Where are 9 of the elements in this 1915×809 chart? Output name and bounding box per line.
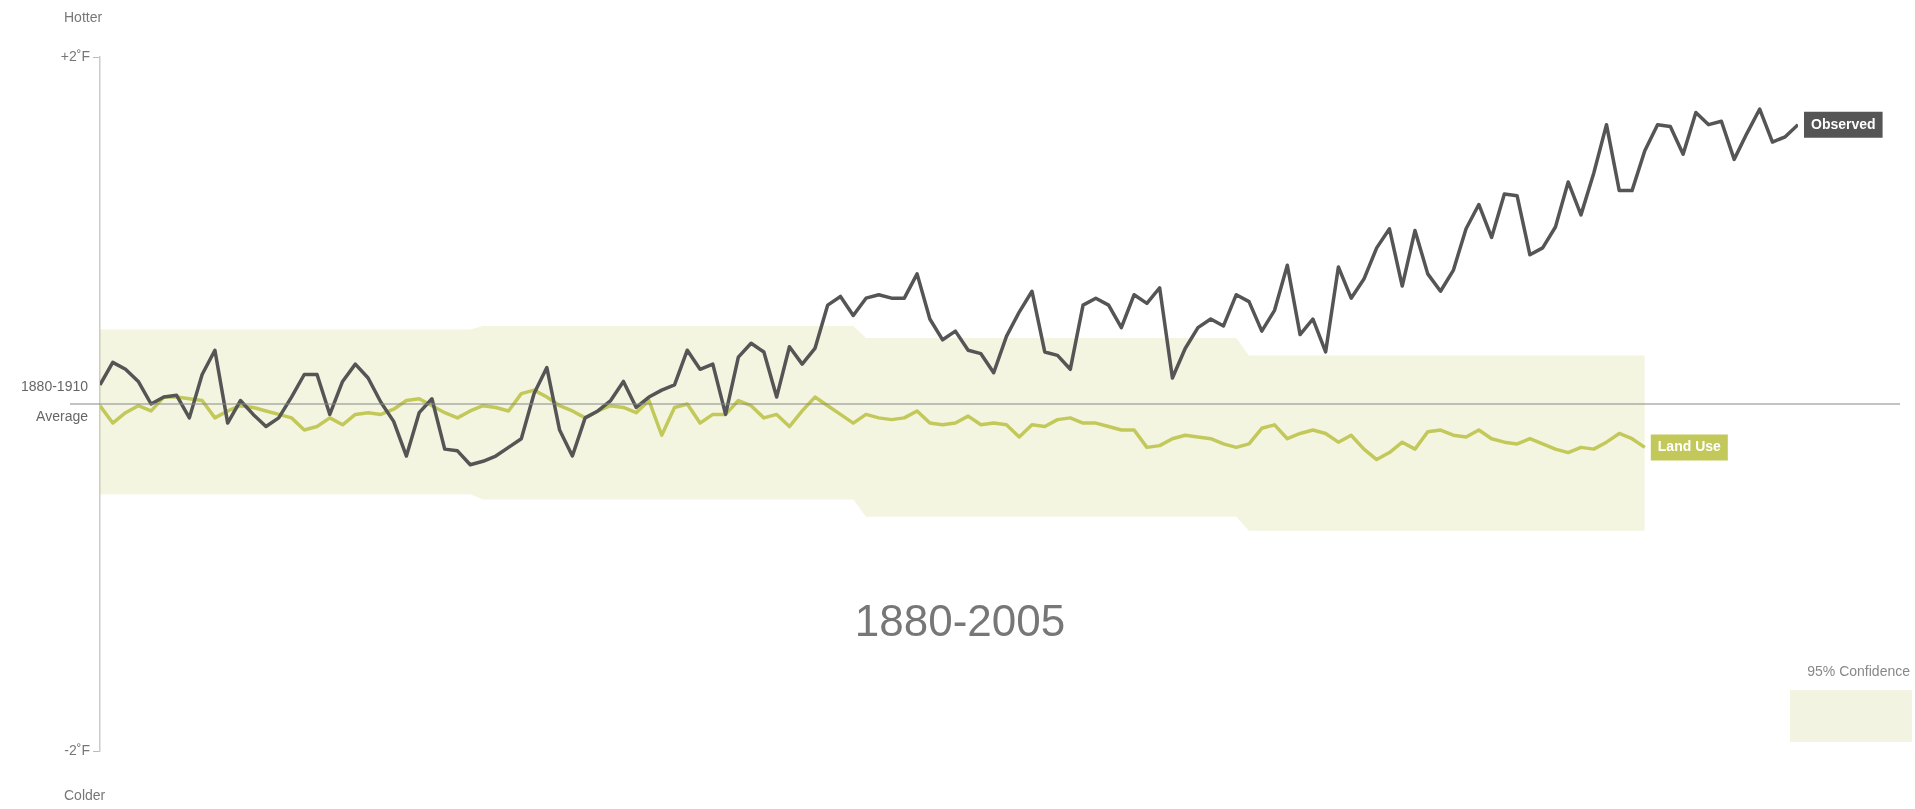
ref-line-label: 1880-1910 Average [21, 378, 89, 424]
text: Colder [64, 787, 106, 803]
annotation: 1880-2005 [854, 596, 1066, 645]
series-label: Land Use [1657, 438, 1722, 455]
series-label: Observed [1811, 115, 1876, 132]
y-tick-label: -2˚F [64, 741, 90, 758]
text: Hotter [64, 9, 103, 25]
y-tick-label: +2˚F [60, 47, 90, 64]
text: 95% Confidence [1807, 663, 1911, 679]
